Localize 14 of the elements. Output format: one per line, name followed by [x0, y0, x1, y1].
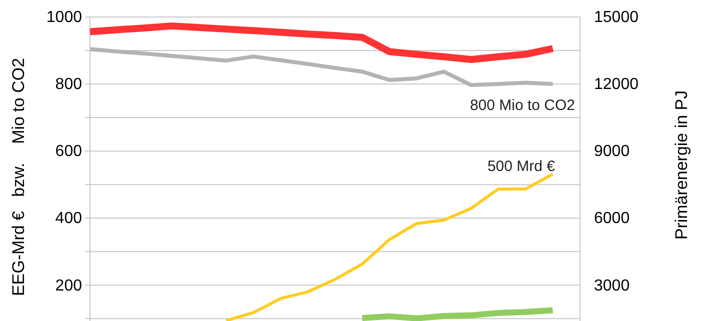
- annotation: 800 Mio to CO2: [470, 97, 575, 114]
- y-tick-label: 600: [55, 143, 82, 160]
- y-tick-label: 400: [55, 210, 82, 228]
- y2-tick-label: 3000: [594, 277, 630, 294]
- y-axis-title: EEG-Mrd € bzw. Mio to CO2: [9, 58, 28, 296]
- y2-tick-label: 6000: [594, 210, 630, 228]
- annotation: 500 Mrd €: [487, 158, 556, 175]
- y2-tick-label: 12000: [594, 76, 639, 94]
- y-tick-label: 800: [55, 76, 82, 94]
- y2-axis-title: Primärenergie in PJ: [672, 90, 691, 240]
- y-tick-label: 200: [55, 277, 82, 294]
- y2-tick-label: 15000: [594, 9, 639, 26]
- y-tick-label: 1000: [46, 9, 82, 26]
- y2-tick-label: 9000: [594, 143, 630, 160]
